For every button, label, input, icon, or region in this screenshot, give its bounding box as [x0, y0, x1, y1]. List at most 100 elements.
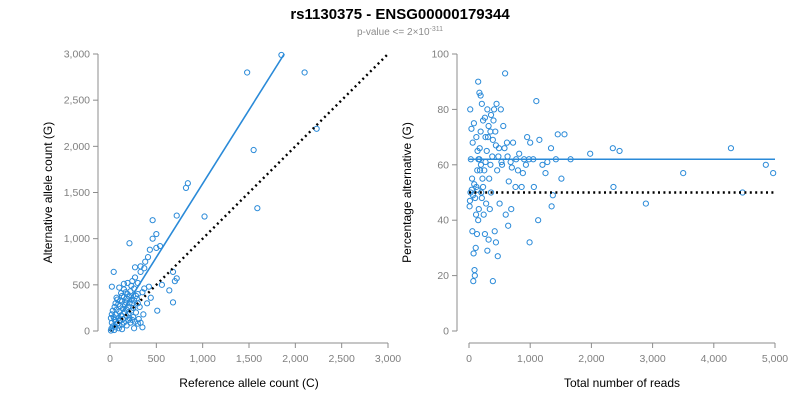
right-data-point — [524, 134, 531, 141]
left-data-point — [166, 287, 173, 294]
right-data-point — [549, 192, 556, 199]
left-x-tick-label: 1,500 — [236, 353, 262, 365]
left-x-tick-label: 0 — [107, 353, 113, 365]
right-y-tick-label: 40 — [437, 215, 449, 227]
left-x-tick-label: 500 — [148, 353, 166, 365]
right-data-point — [609, 145, 616, 152]
right-data-point — [558, 175, 565, 182]
left-y-tick-label: 0 — [84, 326, 90, 338]
right-data-point — [542, 170, 549, 177]
right-data-point — [498, 161, 506, 168]
left-x-tick-label: 2,500 — [329, 353, 355, 365]
right-data-point — [470, 120, 477, 127]
left-x-axis-title: Reference allele count (C) — [179, 376, 318, 390]
right-x-tick-label: 4,000 — [701, 353, 727, 365]
right-data-point — [494, 167, 501, 174]
right-data-point — [467, 106, 474, 113]
right-data-point — [548, 203, 555, 210]
right-data-point — [478, 194, 485, 202]
right-y-tick-label: 100 — [431, 49, 449, 61]
right-data-point — [468, 175, 476, 182]
left-data-point — [133, 295, 140, 302]
left-data-point — [182, 184, 190, 191]
right-data-point — [492, 142, 500, 149]
left-y-tick-label: 2,500 — [64, 95, 90, 107]
right-data-point — [610, 183, 617, 191]
right-y-axis-title: Percentage alternative (G) — [400, 122, 414, 263]
right-data-point — [479, 117, 487, 124]
right-data-point — [466, 197, 474, 204]
right-x-tick-label: 3,000 — [639, 353, 665, 365]
right-data-point — [487, 189, 495, 196]
left-x-tick-label: 1,000 — [190, 353, 216, 365]
right-x-axis-title: Total number of reads — [564, 376, 680, 390]
right-data-point — [477, 128, 484, 135]
left-data-point — [137, 319, 144, 326]
left-data-point — [149, 235, 156, 242]
right-data-point — [476, 145, 483, 152]
right-data-point — [469, 228, 476, 235]
right-data-point — [496, 200, 503, 207]
subtitle-times: × — [413, 27, 419, 38]
left-data-point — [169, 268, 177, 276]
right-data-point — [466, 203, 473, 210]
right-data-point — [533, 97, 540, 105]
right-data-point — [680, 170, 687, 177]
right-data-point — [616, 147, 623, 155]
left-data-point — [313, 125, 320, 132]
left-data-point — [137, 268, 144, 276]
left-y-tick-label: 1,500 — [64, 187, 90, 199]
right-data-point — [471, 181, 478, 188]
left-data-point — [107, 314, 115, 322]
left-data-point — [113, 294, 120, 301]
right-data-point — [491, 228, 498, 235]
right-data-point — [479, 175, 486, 182]
left-scatter-panel: 0 500 1,000 1,500 2,000 2,500 3,000 0 500 1,000 1,… — [41, 49, 401, 391]
right-data-point — [503, 139, 511, 146]
chart-title: rs1130375 - ENSG00000179344 — [290, 6, 510, 23]
right-data-point — [472, 211, 480, 218]
right-data-point — [481, 167, 488, 174]
right-x-tick-label: 2,000 — [578, 353, 604, 365]
left-data-point — [143, 300, 151, 307]
right-data-point — [470, 250, 477, 257]
left-data-point — [146, 246, 153, 253]
right-data-point — [475, 78, 482, 85]
right-data-point — [493, 100, 500, 107]
left-data-point — [254, 205, 261, 212]
right-data-point — [473, 230, 481, 238]
left-data-point — [144, 254, 152, 261]
right-data-point — [500, 122, 507, 130]
right-data-point — [544, 158, 551, 166]
right-data-point — [489, 278, 496, 285]
right-data-point — [487, 111, 495, 119]
left-data-point — [142, 258, 149, 265]
left-x-tick-label: 2,000 — [282, 353, 308, 365]
right-data-point — [516, 150, 523, 157]
left-reference-line — [109, 53, 389, 332]
right-data-point — [486, 206, 493, 213]
right-data-point — [489, 153, 496, 160]
right-data-point — [762, 161, 769, 168]
left-data-point — [171, 278, 178, 285]
left-data-point — [154, 307, 161, 314]
right-data-point — [476, 89, 483, 96]
left-x-tick-label: 3,000 — [375, 353, 401, 365]
left-data-point — [110, 268, 117, 276]
right-data-point — [502, 211, 509, 218]
right-data-point — [484, 106, 491, 113]
left-data-point — [301, 69, 308, 76]
right-data-point — [519, 170, 526, 177]
right-data-point — [561, 131, 568, 138]
left-y-tick-label: 3,000 — [64, 49, 90, 61]
right-data-point — [470, 278, 477, 285]
right-data-point — [504, 153, 511, 160]
right-data-point — [477, 161, 485, 168]
left-data-point — [126, 240, 133, 247]
left-data-point — [130, 325, 138, 332]
left-y-tick-label: 1,000 — [64, 233, 90, 245]
right-data-point — [495, 153, 502, 160]
right-data-point — [471, 266, 478, 274]
left-data-point — [108, 283, 115, 290]
